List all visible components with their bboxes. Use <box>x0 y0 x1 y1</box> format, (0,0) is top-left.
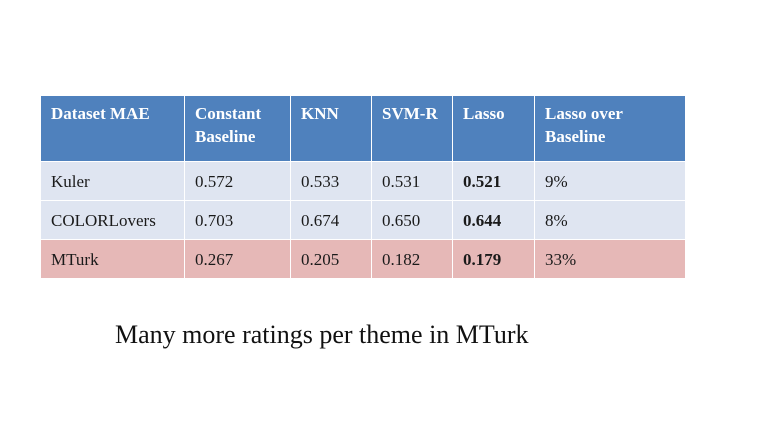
cell-knn: 0.205 <box>290 239 372 279</box>
header-constant-baseline: Constant Baseline <box>184 95 291 162</box>
cell-lasso: 0.644 <box>452 200 535 240</box>
table-row: Kuler 0.572 0.533 0.531 0.521 9% <box>40 161 686 201</box>
table-header-row: Dataset MAE Constant Baseline KNN SVM-R … <box>40 95 686 162</box>
table-row-highlighted: MTurk 0.267 0.205 0.182 0.179 33% <box>40 239 686 279</box>
cell-lasso: 0.179 <box>452 239 535 279</box>
cell-lasso-over-baseline: 33% <box>534 239 686 279</box>
cell-svm-r: 0.182 <box>371 239 453 279</box>
header-lasso-over-baseline: Lasso over Baseline <box>534 95 686 162</box>
cell-svm-r: 0.650 <box>371 200 453 240</box>
header-svm-r: SVM-R <box>371 95 453 162</box>
header-knn: KNN <box>290 95 372 162</box>
cell-dataset: COLORLovers <box>40 200 185 240</box>
cell-lasso-over-baseline: 9% <box>534 161 686 201</box>
mae-results-table: Dataset MAE Constant Baseline KNN SVM-R … <box>40 95 686 279</box>
cell-constant-baseline: 0.572 <box>184 161 291 201</box>
cell-constant-baseline: 0.703 <box>184 200 291 240</box>
cell-svm-r: 0.531 <box>371 161 453 201</box>
cell-dataset: Kuler <box>40 161 185 201</box>
cell-knn: 0.674 <box>290 200 372 240</box>
cell-lasso: 0.521 <box>452 161 535 201</box>
header-lasso: Lasso <box>452 95 535 162</box>
cell-dataset: MTurk <box>40 239 185 279</box>
slide-note: Many more ratings per theme in MTurk <box>115 320 529 349</box>
cell-lasso-over-baseline: 8% <box>534 200 686 240</box>
header-dataset-mae: Dataset MAE <box>40 95 185 162</box>
cell-constant-baseline: 0.267 <box>184 239 291 279</box>
cell-knn: 0.533 <box>290 161 372 201</box>
table-row: COLORLovers 0.703 0.674 0.650 0.644 8% <box>40 200 686 240</box>
